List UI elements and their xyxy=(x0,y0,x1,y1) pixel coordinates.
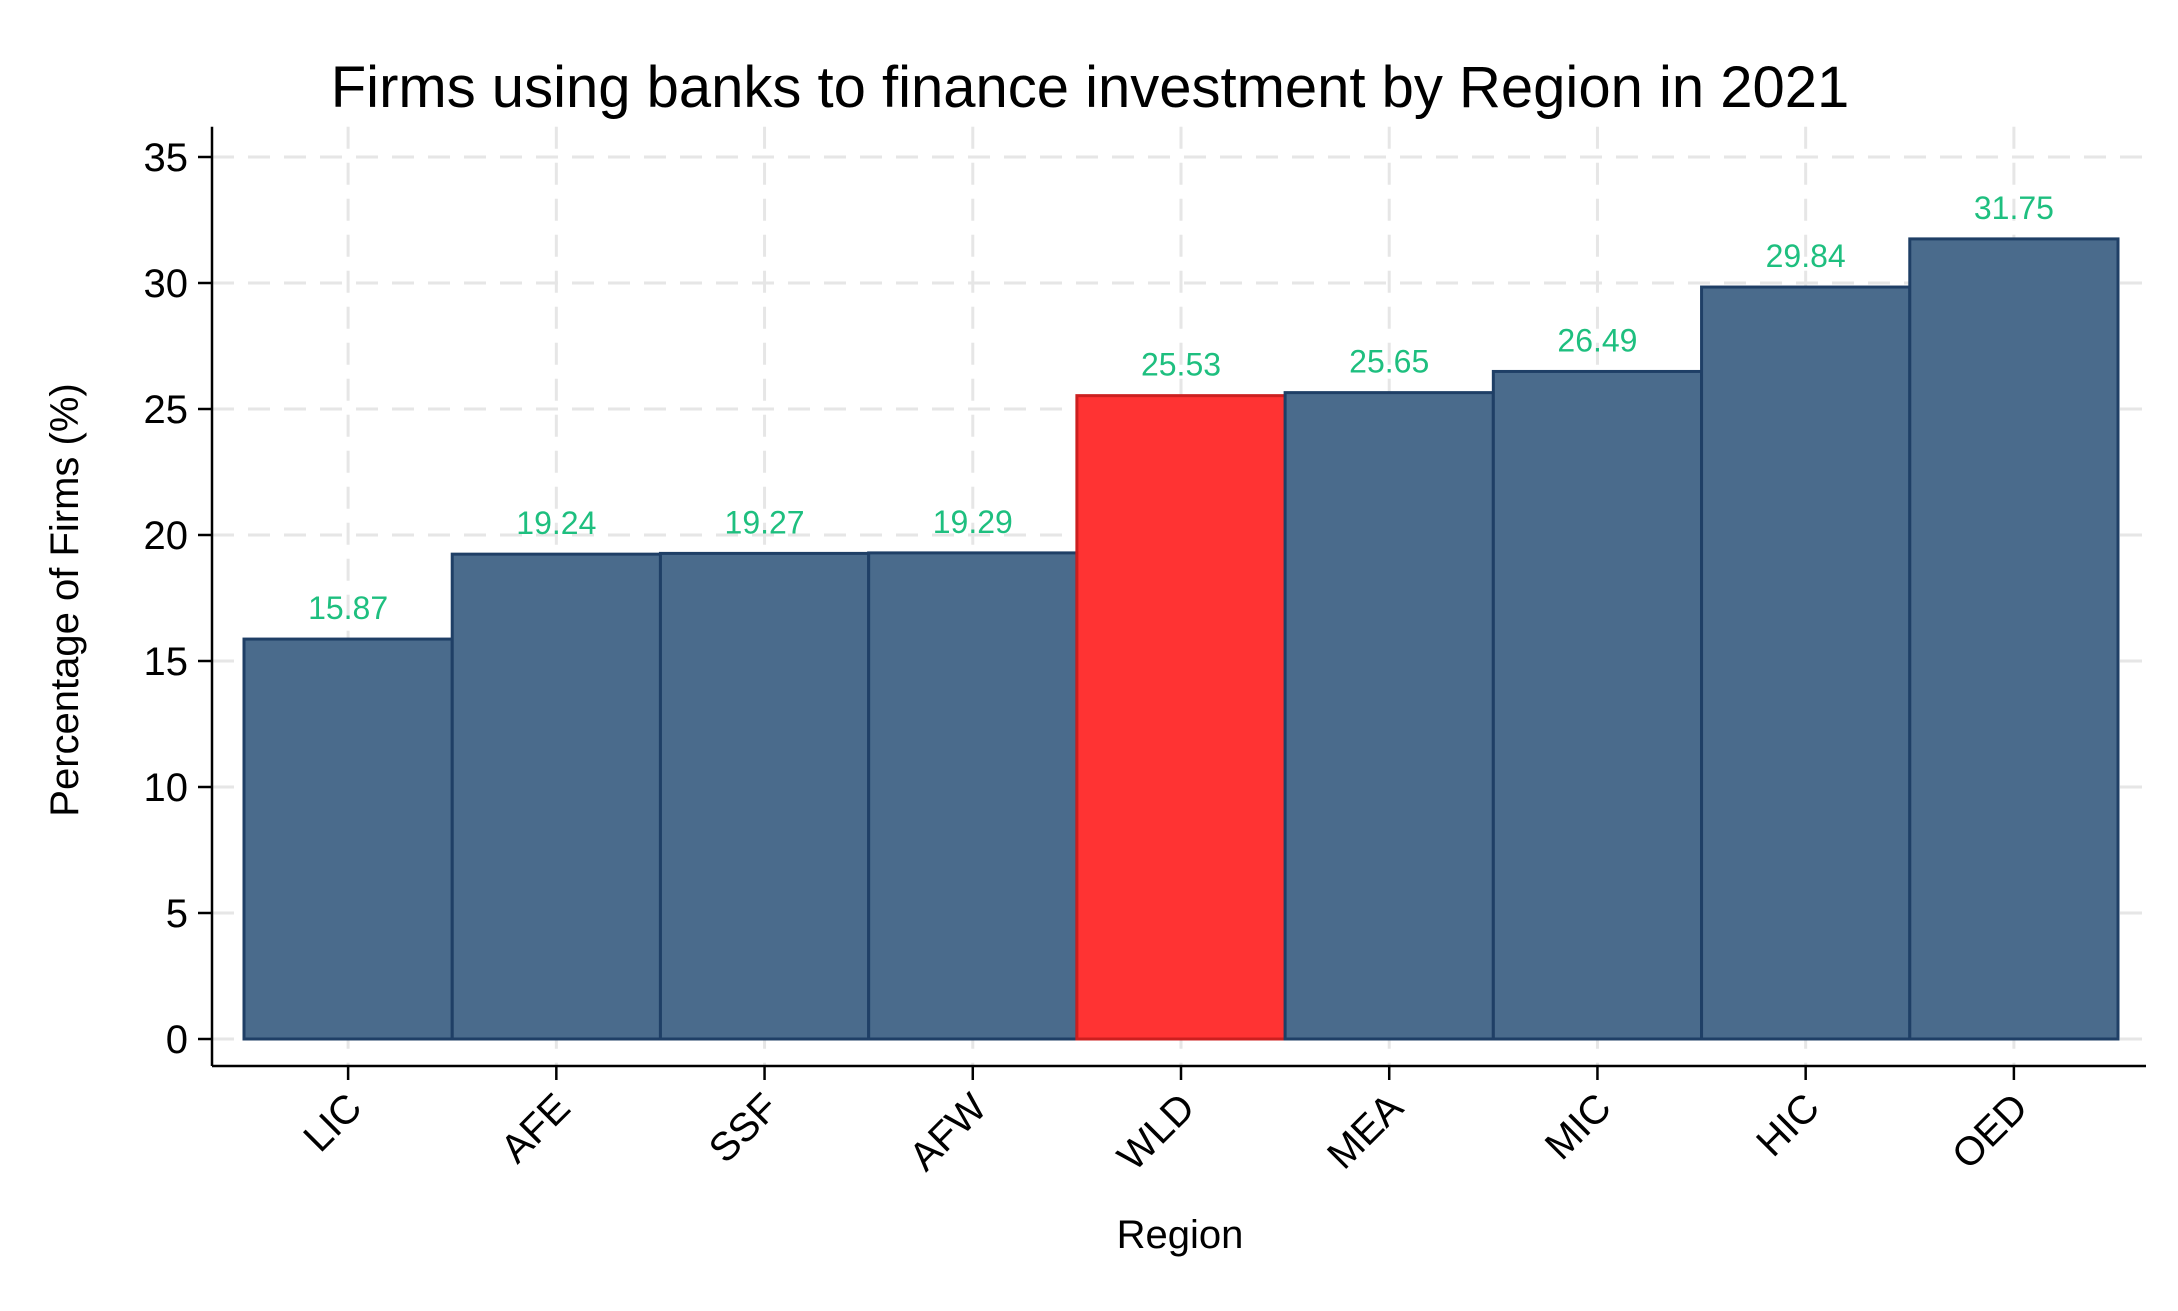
x-tick-label-lic: LIC xyxy=(295,1085,370,1160)
bar-ssf xyxy=(658,551,871,1041)
x-tick-label-hic: HIC xyxy=(1748,1085,1828,1165)
x-tick-label-wld: WLD xyxy=(1109,1085,1203,1179)
data-label-wld: 25.53 xyxy=(1141,347,1221,383)
x-tick-label-oed: OED xyxy=(1944,1085,2036,1177)
data-label-lic: 15.87 xyxy=(308,590,388,626)
data-label-afw: 19.29 xyxy=(933,504,1013,540)
x-tick-label-ssf: SSF xyxy=(701,1085,787,1171)
bar-lic xyxy=(242,637,454,1041)
y-tick-label: 35 xyxy=(144,136,189,180)
data-label-hic: 29.84 xyxy=(1766,238,1846,274)
data-label-mea: 25.65 xyxy=(1349,344,1429,380)
bar-mea xyxy=(1283,391,1495,1041)
x-tick-label-afw: AFW xyxy=(901,1085,995,1179)
data-label-ssf: 19.27 xyxy=(725,504,805,540)
x-tick-label-mic: MIC xyxy=(1537,1085,1620,1168)
y-tick-label: 5 xyxy=(166,892,188,936)
x-axis-label: Region xyxy=(1117,1213,1244,1257)
bar-afe xyxy=(450,552,662,1041)
y-tick-label: 0 xyxy=(166,1018,188,1062)
bar-wld xyxy=(1075,394,1287,1041)
chart-title: Firms using banks to finance investment … xyxy=(331,55,1849,120)
bar-hic xyxy=(1700,285,1912,1041)
y-tick-label: 25 xyxy=(144,388,189,432)
data-label-oed: 31.75 xyxy=(1974,190,2054,226)
y-tick-label: 15 xyxy=(144,640,189,684)
x-tick-label-afe: AFE xyxy=(493,1085,579,1171)
y-axis-label: Percentage of Firms (%) xyxy=(43,383,87,816)
y-tick-label: 20 xyxy=(144,514,189,558)
y-tick-label: 30 xyxy=(144,262,189,306)
y-tick-label: 10 xyxy=(144,766,189,810)
data-labels: 15.87 19.24 19.27 19.29 25.53 25.65 26.49 29.84… xyxy=(308,190,2054,626)
bar-mic xyxy=(1491,369,1704,1041)
bar-oed xyxy=(1908,237,2120,1041)
data-label-afe: 19.24 xyxy=(516,505,596,541)
data-label-mic: 26.49 xyxy=(1557,322,1637,358)
bar-afw xyxy=(867,551,1079,1041)
x-tick-label-mea: MEA xyxy=(1319,1085,1412,1178)
bars xyxy=(242,237,2120,1041)
